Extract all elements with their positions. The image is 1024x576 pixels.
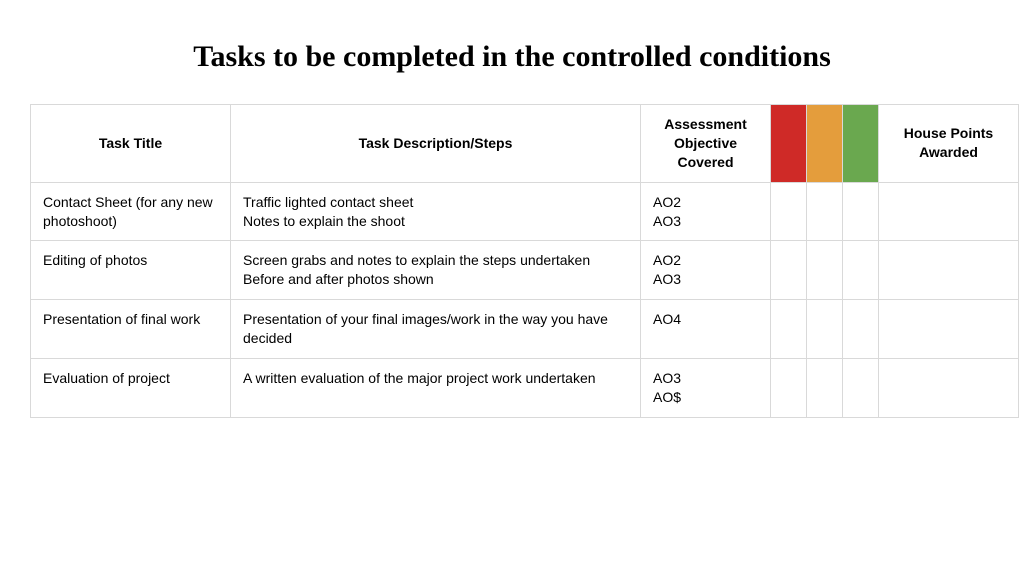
cell-task-desc: Traffic lighted contact sheetNotes to ex… bbox=[231, 182, 641, 241]
cell-green bbox=[843, 241, 879, 300]
cell-red bbox=[771, 241, 807, 300]
cell-ao: AO2AO3 bbox=[641, 241, 771, 300]
col-house-points: House Points Awarded bbox=[879, 105, 1019, 183]
cell-ao: AO4 bbox=[641, 300, 771, 359]
cell-green bbox=[843, 182, 879, 241]
cell-points bbox=[879, 182, 1019, 241]
cell-task-title: Presentation of final work bbox=[31, 300, 231, 359]
cell-amber bbox=[807, 182, 843, 241]
col-swatch-green bbox=[843, 105, 879, 183]
cell-green bbox=[843, 300, 879, 359]
table-row: Editing of photos Screen grabs and notes… bbox=[31, 241, 1019, 300]
col-swatch-amber bbox=[807, 105, 843, 183]
cell-task-title: Evaluation of project bbox=[31, 359, 231, 418]
cell-task-desc: A written evaluation of the major projec… bbox=[231, 359, 641, 418]
tasks-table: Task Title Task Description/Steps Assess… bbox=[30, 104, 1019, 418]
page-title: Tasks to be completed in the controlled … bbox=[30, 40, 994, 74]
cell-red bbox=[771, 300, 807, 359]
table-row: Evaluation of project A written evaluati… bbox=[31, 359, 1019, 418]
cell-green bbox=[843, 359, 879, 418]
col-task-title: Task Title bbox=[31, 105, 231, 183]
table-row: Contact Sheet (for any new photoshoot) T… bbox=[31, 182, 1019, 241]
cell-points bbox=[879, 300, 1019, 359]
cell-task-title: Editing of photos bbox=[31, 241, 231, 300]
cell-red bbox=[771, 359, 807, 418]
cell-points bbox=[879, 241, 1019, 300]
cell-task-desc: Screen grabs and notes to explain the st… bbox=[231, 241, 641, 300]
table-header-row: Task Title Task Description/Steps Assess… bbox=[31, 105, 1019, 183]
cell-points bbox=[879, 359, 1019, 418]
cell-ao: AO3AO$ bbox=[641, 359, 771, 418]
col-ao-covered: Assessment Objective Covered bbox=[641, 105, 771, 183]
cell-amber bbox=[807, 300, 843, 359]
cell-amber bbox=[807, 241, 843, 300]
col-swatch-red bbox=[771, 105, 807, 183]
cell-red bbox=[771, 182, 807, 241]
cell-ao: AO2AO3 bbox=[641, 182, 771, 241]
cell-task-desc: Presentation of your final images/work i… bbox=[231, 300, 641, 359]
table-row: Presentation of final work Presentation … bbox=[31, 300, 1019, 359]
col-task-desc: Task Description/Steps bbox=[231, 105, 641, 183]
table-body: Contact Sheet (for any new photoshoot) T… bbox=[31, 182, 1019, 417]
cell-amber bbox=[807, 359, 843, 418]
cell-task-title: Contact Sheet (for any new photoshoot) bbox=[31, 182, 231, 241]
